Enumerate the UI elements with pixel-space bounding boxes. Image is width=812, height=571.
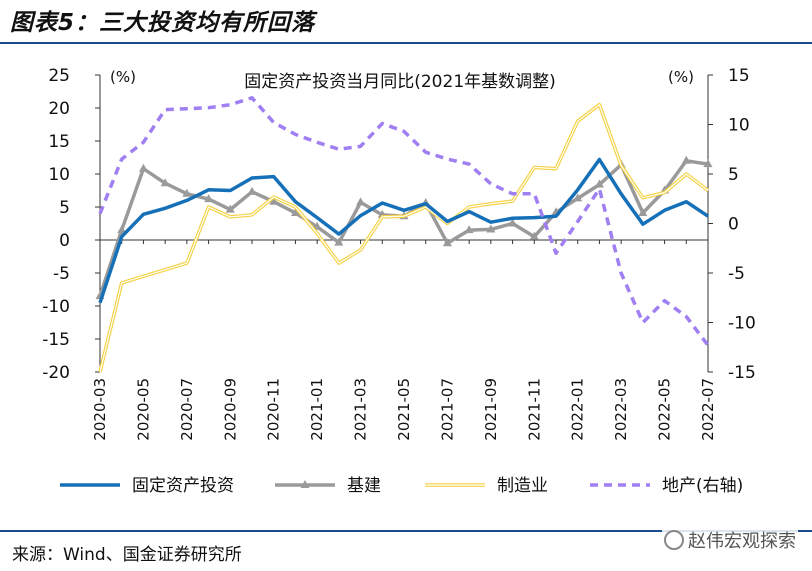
series-infrastructure-marker (334, 237, 344, 246)
series-infrastructure-marker (160, 178, 170, 187)
left-axis-unit: (%) (110, 68, 136, 86)
x-tick-label: 2020-07 (178, 378, 196, 441)
watermark: 赵伟宏观探索 (662, 527, 798, 553)
series-infrastructure-marker (638, 207, 648, 216)
series-infrastructure-marker (594, 179, 604, 188)
left-tick-label: -5 (53, 264, 70, 284)
right-tick-label: -15 (728, 363, 756, 383)
series-property-line (98, 96, 710, 347)
figure-title: 图表5：三大投资均有所回落 (10, 10, 316, 36)
x-tick-label: 2021-05 (395, 378, 413, 441)
x-tick-label: 2022-03 (612, 378, 630, 441)
chart-title: 固定资产投资当月同比(2021年基数调整) (244, 72, 556, 92)
left-tick-label: -20 (42, 363, 70, 383)
series-infrastructure-marker (486, 224, 496, 233)
series-infrastructure-marker (290, 207, 300, 216)
source-divider (0, 530, 812, 532)
series-infrastructure-marker (464, 225, 474, 234)
x-tick-label: 2022-01 (569, 378, 587, 441)
series-manufacturing-line-inner (99, 104, 709, 373)
series-infrastructure-marker (204, 194, 214, 203)
right-tick-label: -5 (728, 264, 745, 284)
legend-label: 固定资产投资 (132, 476, 234, 496)
right-tick-label: 5 (728, 165, 739, 185)
series-infrastructure-marker (573, 193, 583, 202)
x-tick-label: 2020-11 (265, 378, 283, 441)
left-tick-label: 20 (48, 99, 70, 119)
left-tick-label: 15 (48, 132, 70, 152)
series-infrastructure-marker (247, 186, 257, 195)
legend-label: 制造业 (497, 476, 548, 496)
watermark-text: 赵伟宏观探索 (688, 531, 796, 552)
left-tick-label: 5 (59, 198, 70, 218)
x-tick-label: 2021-01 (308, 378, 326, 441)
left-tick-label: 0 (59, 231, 70, 251)
x-tick-label: 2021-03 (352, 378, 370, 441)
x-tick-label: 2022-05 (656, 378, 674, 441)
series-infrastructure-marker (529, 231, 539, 240)
right-tick-label: 10 (728, 116, 750, 136)
series-infrastructure-marker (138, 163, 148, 172)
right-axis-unit: (%) (668, 68, 694, 86)
wechat-logo-icon (664, 530, 684, 550)
series-fixed-asset-line (98, 157, 709, 304)
right-tick-label: 15 (728, 66, 750, 86)
line-chart: 25 20 15 10 5 0 -5 -10 -15 -20 15 10 5 0 -5 -10 -15 (%) (%… (42, 66, 756, 496)
x-tick-label: 2021-11 (525, 378, 543, 441)
x-tick-label: 2021-09 (482, 378, 500, 441)
series-infrastructure-marker (356, 197, 366, 206)
left-tick-label: -10 (42, 297, 70, 317)
series-infrastructure-marker (182, 188, 192, 197)
left-tick-label: -15 (42, 330, 70, 350)
series-infrastructure-marker (703, 159, 713, 168)
legend-infrastructure-marker (300, 480, 310, 488)
series-infrastructure-marker (442, 238, 452, 247)
series-infrastructure-marker (681, 155, 691, 164)
right-tick-label: 0 (728, 215, 739, 235)
series-infrastructure-marker (312, 221, 322, 230)
left-tick-label: 25 (48, 66, 70, 86)
right-tick-label: -10 (728, 314, 756, 334)
x-tick-label: 2020-03 (91, 378, 109, 441)
title-divider (0, 42, 812, 44)
series-infrastructure-marker (269, 196, 279, 205)
series-infrastructure-marker (508, 218, 518, 227)
x-tick-label: 2020-05 (134, 378, 152, 441)
series-infrastructure-marker (225, 204, 235, 213)
series-infrastructure-line (98, 159, 709, 297)
source-note: 来源：Wind、国金证券研究所 (12, 545, 242, 565)
series-manufacturing-line-outer (98, 102, 710, 373)
left-tick-label: 10 (48, 165, 70, 185)
legend-label: 基建 (347, 476, 381, 496)
legend-label: 地产(右轴) (662, 476, 743, 496)
x-tick-label: 2022-07 (699, 378, 717, 441)
series-infrastructure-marker (117, 225, 127, 234)
x-tick-label: 2021-07 (438, 378, 456, 441)
x-tick-label: 2020-09 (221, 378, 239, 441)
